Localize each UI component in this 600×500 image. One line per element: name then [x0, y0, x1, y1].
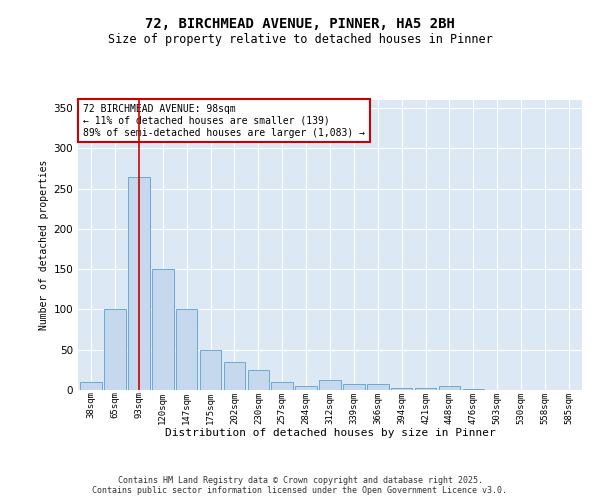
Text: 72 BIRCHMEAD AVENUE: 98sqm
← 11% of detached houses are smaller (139)
89% of sem: 72 BIRCHMEAD AVENUE: 98sqm ← 11% of deta…: [83, 104, 365, 138]
Bar: [367, 384, 389, 390]
Bar: [248, 370, 269, 390]
Bar: [415, 388, 436, 390]
Text: 72, BIRCHMEAD AVENUE, PINNER, HA5 2BH: 72, BIRCHMEAD AVENUE, PINNER, HA5 2BH: [145, 18, 455, 32]
Bar: [463, 389, 484, 390]
Bar: [319, 380, 341, 390]
Bar: [128, 176, 149, 390]
Y-axis label: Number of detached properties: Number of detached properties: [39, 160, 49, 330]
Bar: [200, 350, 221, 390]
Bar: [271, 382, 293, 390]
Bar: [439, 386, 460, 390]
Bar: [104, 310, 126, 390]
Bar: [391, 388, 412, 390]
Bar: [343, 384, 365, 390]
Bar: [295, 386, 317, 390]
Bar: [176, 310, 197, 390]
Text: Size of property relative to detached houses in Pinner: Size of property relative to detached ho…: [107, 32, 493, 46]
Bar: [152, 269, 173, 390]
Bar: [224, 362, 245, 390]
Bar: [80, 382, 102, 390]
X-axis label: Distribution of detached houses by size in Pinner: Distribution of detached houses by size …: [164, 428, 496, 438]
Text: Contains HM Land Registry data © Crown copyright and database right 2025.
Contai: Contains HM Land Registry data © Crown c…: [92, 476, 508, 495]
